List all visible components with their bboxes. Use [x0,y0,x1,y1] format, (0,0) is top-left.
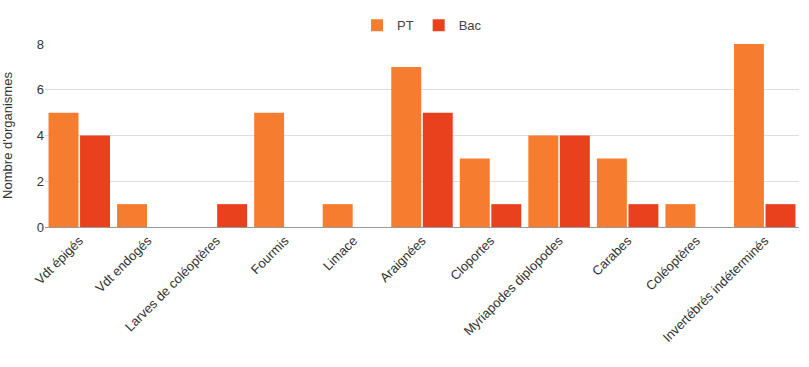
svg-text:Coléoptères: Coléoptères [643,233,704,294]
svg-text:2: 2 [37,174,44,189]
svg-text:Fourmis: Fourmis [248,233,292,277]
svg-text:Invertébrés indéterminés: Invertébrés indéterminés [660,233,772,345]
svg-text:6: 6 [37,82,44,97]
svg-text:Araignées: Araignées [377,233,429,285]
svg-text:Nombre d'organismes: Nombre d'organismes [0,72,15,199]
svg-text:Vdt endogés: Vdt endogés [92,233,155,296]
svg-text:Bac: Bac [459,18,482,33]
svg-text:Myriapodes diplopodes: Myriapodes diplopodes [461,233,566,338]
svg-text:Larves de coléoptères: Larves de coléoptères [122,233,223,334]
svg-text:0: 0 [37,220,44,235]
svg-text:Cloportes: Cloportes [447,233,497,283]
svg-text:Carabes: Carabes [589,233,635,279]
svg-text:4: 4 [37,128,44,143]
svg-text:Vdt épigés: Vdt épigés [32,233,86,287]
svg-text:Limace: Limace [320,233,360,273]
svg-text:PT: PT [397,18,414,33]
svg-text:8: 8 [37,37,44,52]
